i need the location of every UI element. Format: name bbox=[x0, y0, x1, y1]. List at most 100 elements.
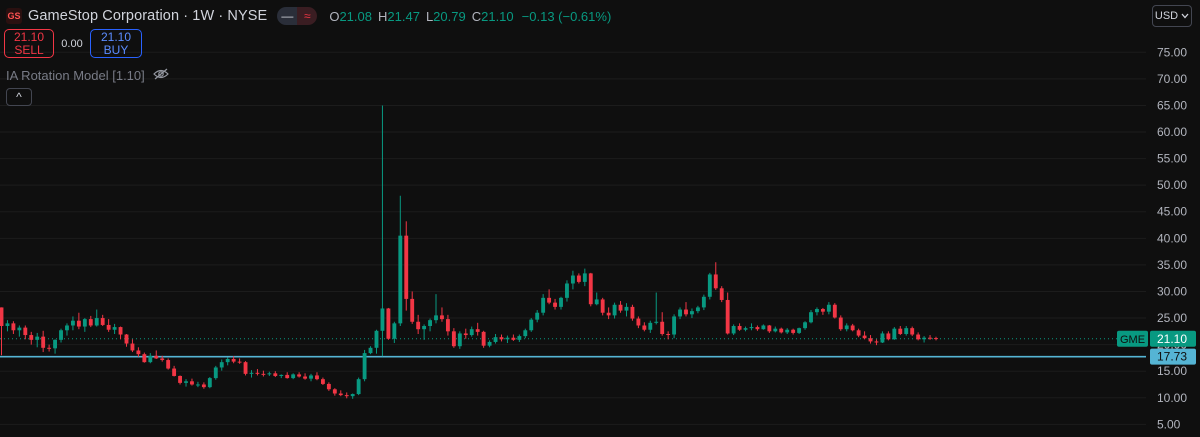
candle-body bbox=[636, 318, 641, 326]
candle-body bbox=[791, 329, 796, 333]
candle-body bbox=[684, 309, 688, 315]
candle bbox=[541, 294, 546, 316]
candle-body bbox=[142, 354, 147, 363]
candle-body bbox=[582, 273, 587, 282]
candle-body bbox=[565, 283, 569, 298]
minus-icon[interactable]: — bbox=[277, 7, 298, 25]
candle bbox=[356, 377, 361, 396]
candle-body bbox=[112, 327, 117, 330]
chart-mode-toggle[interactable]: — ≈ bbox=[277, 7, 318, 25]
candle-body bbox=[320, 379, 325, 384]
candle-body bbox=[862, 335, 867, 339]
symbol-tag-bg bbox=[1117, 330, 1148, 347]
candle bbox=[820, 307, 825, 315]
candle-body bbox=[237, 361, 242, 363]
candle bbox=[660, 312, 665, 336]
candle bbox=[249, 370, 254, 378]
candle bbox=[267, 371, 272, 376]
candle bbox=[225, 357, 230, 366]
candle bbox=[279, 374, 284, 379]
candle-body bbox=[588, 273, 593, 305]
sell-button[interactable]: 21.10 SELL bbox=[4, 29, 54, 58]
sell-label: SELL bbox=[14, 42, 44, 57]
candle bbox=[195, 381, 200, 388]
candle-body bbox=[100, 318, 105, 325]
candle-body bbox=[570, 275, 575, 284]
candle-body bbox=[892, 328, 897, 340]
price-tick-label: 45.00 bbox=[1157, 205, 1187, 219]
candle bbox=[326, 382, 331, 391]
candle bbox=[588, 272, 593, 307]
candle-body bbox=[326, 383, 331, 390]
level-tag: 17.73 bbox=[1157, 350, 1187, 364]
candle-body bbox=[612, 304, 617, 316]
candle-body bbox=[53, 339, 58, 349]
candle-body bbox=[457, 333, 462, 347]
candle-body bbox=[856, 330, 861, 336]
candle-body bbox=[707, 274, 712, 297]
chart-header: GS GameStop Corporation · 1W · NYSE — ≈ … bbox=[6, 6, 611, 26]
symbol-title[interactable]: GameStop Corporation · 1W · NYSE bbox=[28, 8, 268, 24]
candle-body bbox=[838, 317, 843, 330]
price-tick-label: 35.00 bbox=[1157, 258, 1187, 272]
candle bbox=[178, 375, 183, 385]
candle bbox=[154, 350, 159, 359]
candle-body bbox=[190, 381, 194, 385]
candle-body bbox=[487, 341, 492, 346]
candle-body bbox=[904, 328, 909, 334]
price-tick-label: 5.00 bbox=[1157, 417, 1181, 431]
candle-body bbox=[898, 328, 903, 334]
candle-body bbox=[672, 316, 677, 335]
candles bbox=[0, 105, 938, 399]
buy-button[interactable]: 21.10 BUY bbox=[90, 29, 142, 58]
candle-body bbox=[148, 355, 153, 363]
candle-body bbox=[469, 329, 474, 336]
currency-select[interactable]: USD bbox=[1152, 5, 1192, 27]
candle-body bbox=[338, 393, 343, 396]
candle bbox=[207, 377, 212, 389]
candle bbox=[457, 331, 462, 349]
candle bbox=[559, 296, 563, 310]
candle bbox=[172, 365, 177, 377]
chevron-down-icon bbox=[1181, 10, 1189, 22]
price-axis: 5.0010.0015.0020.0025.0030.0035.0040.004… bbox=[1157, 45, 1187, 431]
candle bbox=[392, 321, 397, 344]
candle bbox=[826, 302, 831, 315]
candle bbox=[368, 346, 373, 355]
candle-body bbox=[666, 333, 671, 335]
candle bbox=[832, 303, 837, 319]
candle bbox=[136, 347, 141, 357]
candle-body bbox=[160, 358, 165, 361]
candle bbox=[523, 328, 528, 339]
indicator-name[interactable]: IA Rotation Model [1.10] bbox=[6, 68, 145, 83]
candle-body bbox=[380, 308, 385, 331]
candle bbox=[684, 302, 688, 317]
candle-body bbox=[82, 319, 87, 327]
candle-body bbox=[297, 374, 302, 377]
candle bbox=[547, 289, 552, 305]
candle-body bbox=[404, 235, 409, 299]
candle bbox=[65, 323, 69, 336]
candle bbox=[5, 320, 10, 332]
candle-body bbox=[725, 299, 730, 334]
price-tick-label: 50.00 bbox=[1157, 178, 1187, 192]
candle-body bbox=[910, 328, 915, 335]
candle-body bbox=[94, 318, 99, 326]
candle bbox=[838, 315, 843, 331]
candle-body bbox=[285, 374, 290, 379]
candle bbox=[130, 339, 135, 353]
candle bbox=[148, 353, 153, 364]
candle-body bbox=[267, 373, 272, 375]
candle bbox=[565, 280, 569, 302]
candle-body bbox=[886, 333, 891, 340]
currency-label: USD bbox=[1154, 10, 1179, 22]
candle-body bbox=[184, 381, 188, 383]
candle-body bbox=[809, 312, 813, 323]
candle bbox=[666, 331, 671, 340]
approx-icon[interactable]: ≈ bbox=[297, 7, 318, 25]
candle-body bbox=[779, 328, 784, 333]
candle bbox=[612, 302, 617, 319]
eye-hidden-icon[interactable] bbox=[152, 68, 169, 83]
collapse-button[interactable]: ^ bbox=[6, 88, 32, 106]
